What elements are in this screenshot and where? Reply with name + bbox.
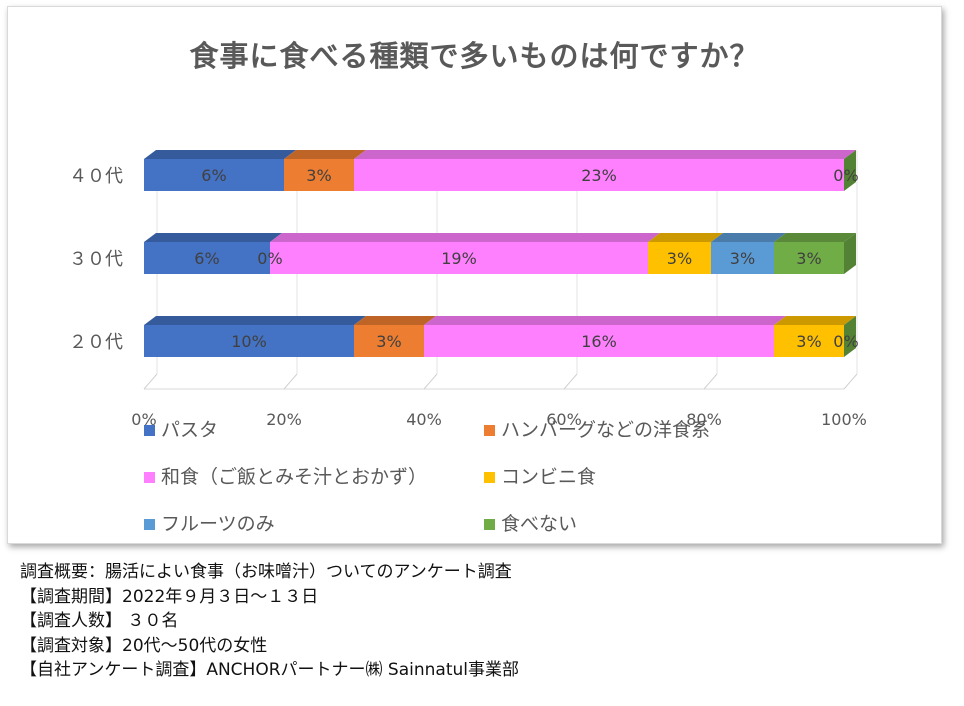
data-label: 23% bbox=[581, 166, 617, 185]
gridline-floor bbox=[563, 373, 578, 390]
bar-side-face bbox=[844, 150, 856, 191]
legend-item: ハンバーグなどの洋食系 bbox=[484, 415, 710, 442]
data-label: 0% bbox=[257, 249, 282, 268]
x-tick-label: 20% bbox=[266, 410, 302, 429]
gridline-floor bbox=[423, 373, 438, 390]
legend-swatch bbox=[484, 425, 495, 436]
legend-item: 食べない bbox=[484, 509, 577, 536]
category-label: ３０代 bbox=[69, 249, 123, 270]
bar-segment bbox=[284, 159, 354, 191]
bar-segment bbox=[424, 325, 774, 357]
bar-segment bbox=[774, 242, 844, 274]
bar-side-face bbox=[844, 316, 856, 357]
chart-title: 食事に食べる種類で多いものは何ですか？ bbox=[189, 39, 760, 73]
legend-label: フルーツのみ bbox=[161, 513, 275, 535]
legend-swatch bbox=[144, 425, 155, 436]
bar-side-face bbox=[844, 233, 856, 274]
category-label: ２０代 bbox=[69, 332, 123, 353]
data-label: 10% bbox=[231, 332, 267, 351]
data-label: 3% bbox=[796, 249, 821, 268]
footnote-survey: 調査概要：腸活によい食事（お味噌汁）ついてのアンケート調査 bbox=[20, 562, 512, 582]
bar-top-face bbox=[284, 150, 366, 159]
footnote-count: 【調査人数】 ３０名 bbox=[20, 611, 179, 631]
data-label: 0% bbox=[833, 332, 858, 351]
bar-top-face bbox=[774, 316, 856, 325]
data-label: 19% bbox=[441, 249, 477, 268]
legend-label: ハンバーグなどの洋食系 bbox=[501, 419, 711, 441]
data-label: 6% bbox=[194, 249, 219, 268]
chart-card: 食事に食べる種類で多いものは何ですか？ 0% 20% 40% 60% 80% 100% ４０… bbox=[7, 6, 942, 544]
footnote-period: 【調査期間】2022年９月３日～１３日 bbox=[20, 586, 319, 607]
legend-item: 和食（ご飯とみそ汁とおかず） bbox=[144, 462, 427, 489]
data-label: 3% bbox=[730, 249, 755, 268]
bar-segment bbox=[270, 242, 648, 274]
bar-top-face bbox=[711, 233, 786, 242]
x-tick-label: 60% bbox=[546, 410, 582, 429]
bar-top-face bbox=[424, 316, 786, 325]
footnote-company: 【自社アンケート調査】ANCHORパートナー㈱ Sainnatul事業部 bbox=[20, 660, 519, 680]
bar-top-face bbox=[354, 316, 436, 325]
legend-swatch bbox=[144, 519, 155, 530]
legend-swatch bbox=[484, 472, 495, 483]
chart-legend: パスタ ハンバーグなどの洋食系和食（ご飯とみそ汁とおかず） コンビニ食フルーツのみ 食… bbox=[144, 415, 904, 535]
legend-swatch bbox=[144, 472, 155, 483]
bar-top-face bbox=[774, 233, 856, 242]
bar-segment bbox=[774, 325, 844, 357]
x-tick-label: 100% bbox=[821, 410, 867, 429]
legend-label: 和食（ご飯とみそ汁とおかず） bbox=[161, 466, 428, 488]
footnotes: 調査概要：腸活によい食事（お味噌汁）ついてのアンケート調査 【調査期間】2022… bbox=[20, 560, 519, 683]
gridline-floor bbox=[283, 373, 298, 390]
gridline-floor bbox=[843, 373, 858, 390]
gridline-floor bbox=[703, 373, 718, 390]
data-label: 16% bbox=[581, 332, 617, 351]
category-label: ４０代 bbox=[69, 166, 123, 187]
bar-top-face bbox=[144, 316, 366, 325]
legend-label: 食べない bbox=[501, 513, 578, 535]
bar-segment bbox=[144, 325, 354, 357]
data-label: 3% bbox=[306, 166, 331, 185]
bar-segment bbox=[648, 242, 711, 274]
data-label: 3% bbox=[796, 332, 821, 351]
footnote-target: 【調査対象】20代～50代の女性 bbox=[20, 635, 268, 656]
bar-top-face bbox=[270, 233, 660, 242]
chart-plot: 0% 20% 40% 60% 80% 100% ４０代 ３０代 ２０代 6% 3% 23% 0% 6% 0%… bbox=[69, 150, 867, 429]
bar-segment bbox=[354, 159, 844, 191]
gridline-floor bbox=[143, 373, 158, 390]
legend-item: パスタ bbox=[144, 415, 218, 442]
bar-top-face bbox=[144, 233, 282, 242]
bar-top-face bbox=[144, 150, 296, 159]
x-tick-label: 40% bbox=[406, 410, 442, 429]
legend-label: コンビニ食 bbox=[501, 466, 597, 488]
data-label: 0% bbox=[833, 166, 858, 185]
x-tick-label: 80% bbox=[686, 410, 722, 429]
x-tick-label: 0% bbox=[131, 410, 156, 429]
bar-segment bbox=[144, 242, 270, 274]
legend-swatch bbox=[484, 519, 495, 530]
bar-segment bbox=[711, 242, 774, 274]
data-label: 3% bbox=[376, 332, 401, 351]
legend-item: コンビニ食 bbox=[484, 462, 596, 489]
data-label: 3% bbox=[667, 249, 692, 268]
bar-segment bbox=[354, 325, 424, 357]
legend-label: パスタ bbox=[161, 419, 219, 441]
bar-segment bbox=[144, 159, 284, 191]
legend-item: フルーツのみ bbox=[144, 509, 275, 536]
bar-top-face bbox=[354, 150, 856, 159]
data-label: 6% bbox=[201, 166, 226, 185]
bar-top-face bbox=[648, 233, 723, 242]
